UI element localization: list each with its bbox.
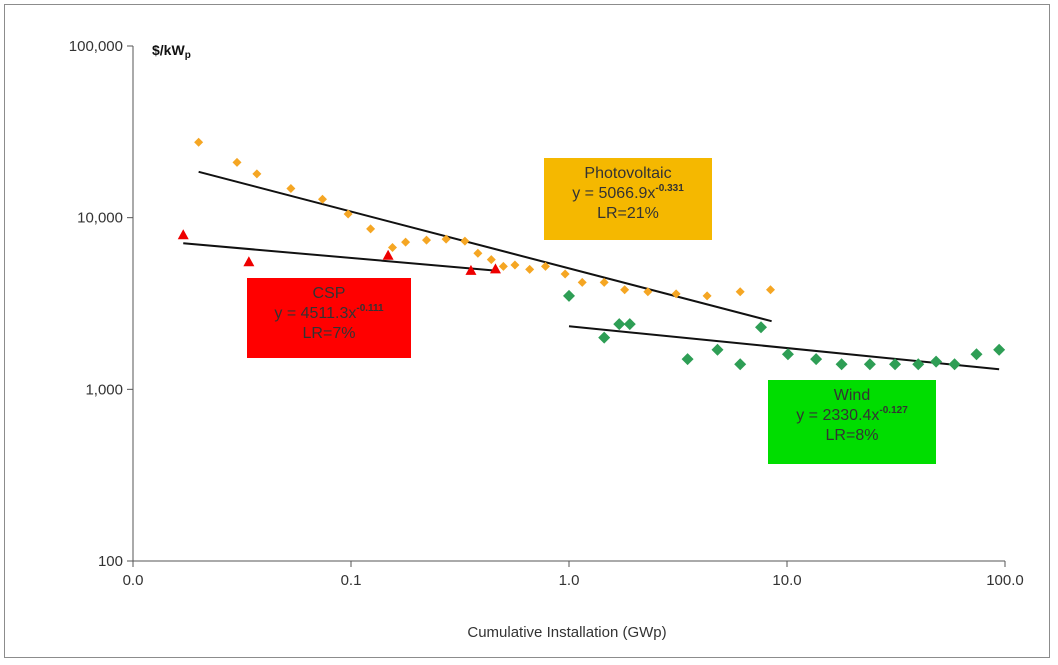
y-tick-label: 100 bbox=[98, 553, 123, 570]
csp-point bbox=[243, 256, 255, 267]
wind-point bbox=[930, 355, 943, 368]
csp-point bbox=[465, 264, 477, 275]
y-tick-label: 1,000 bbox=[85, 381, 123, 398]
photovoltaic-point bbox=[577, 277, 587, 287]
photovoltaic-point bbox=[232, 157, 242, 167]
photovoltaic-point bbox=[401, 237, 411, 247]
data-points bbox=[177, 137, 1006, 371]
wind-point bbox=[970, 348, 983, 361]
wind-point bbox=[863, 358, 876, 371]
wind-trendline bbox=[568, 325, 1000, 371]
photovoltaic-point bbox=[510, 260, 520, 270]
x-tick-label: 100.0 bbox=[986, 572, 1024, 589]
wind-point bbox=[734, 358, 747, 371]
csp-learning-rate: LR=7% bbox=[302, 325, 356, 342]
photovoltaic-point bbox=[599, 277, 609, 287]
photovoltaic-point bbox=[643, 287, 653, 297]
wind-point bbox=[623, 318, 636, 331]
photovoltaic-point bbox=[498, 261, 508, 271]
photovoltaic-point bbox=[387, 243, 397, 253]
wind-point bbox=[755, 321, 768, 334]
photovoltaic-point bbox=[620, 285, 630, 295]
photovoltaic-box-title: Photovoltaic bbox=[584, 165, 672, 182]
csp-point bbox=[382, 249, 394, 260]
wind-point bbox=[711, 343, 724, 356]
wind-learning-rate: LR=8% bbox=[825, 427, 879, 444]
photovoltaic-equation-box: Photovoltaic y = 5066.9x-0.331 LR=21% bbox=[544, 158, 712, 240]
photovoltaic-point bbox=[252, 169, 262, 179]
photovoltaic-point bbox=[441, 234, 451, 244]
csp-equation: y = 4511.3x-0.111 bbox=[274, 303, 384, 323]
photovoltaic-equation: y = 5066.9x-0.331 bbox=[572, 183, 684, 203]
photovoltaic-point bbox=[473, 248, 483, 258]
photovoltaic-point bbox=[343, 209, 353, 219]
photovoltaic-point bbox=[366, 224, 376, 234]
wind-point bbox=[781, 348, 794, 361]
x-tick-label: 0.1 bbox=[341, 572, 362, 589]
x-tick-label: 10.0 bbox=[772, 572, 801, 589]
x-tick-label: 1.0 bbox=[559, 572, 580, 589]
csp-point bbox=[177, 229, 189, 240]
y-tick-label: 10,000 bbox=[77, 210, 123, 227]
photovoltaic-point bbox=[486, 255, 496, 265]
wind-box-title: Wind bbox=[833, 387, 871, 404]
axes bbox=[127, 45, 1006, 567]
wind-point bbox=[889, 358, 902, 371]
chart-frame bbox=[4, 4, 1050, 658]
photovoltaic-point bbox=[671, 289, 681, 299]
photovoltaic-point bbox=[286, 183, 296, 193]
wind-point bbox=[613, 318, 626, 331]
photovoltaic-point bbox=[560, 269, 570, 279]
photovoltaic-point bbox=[765, 285, 775, 295]
y-axis-title: $/kWp bbox=[152, 42, 191, 61]
photovoltaic-point bbox=[422, 235, 432, 245]
y-tick-labels: 100 1,000 10,000 100,000 bbox=[69, 38, 123, 570]
wind-point bbox=[563, 289, 575, 302]
wind-point bbox=[948, 358, 961, 371]
photovoltaic-point bbox=[702, 291, 712, 301]
csp-box-title: CSP bbox=[312, 285, 346, 302]
photovoltaic-point bbox=[735, 287, 745, 297]
x-axis-title: Cumulative Installation (GWp) bbox=[467, 624, 666, 641]
wind-equation-box: Wind y = 2330.4x-0.127 LR=8% bbox=[768, 380, 936, 464]
photovoltaic-point bbox=[460, 236, 470, 246]
wind-point bbox=[598, 331, 611, 344]
wind-point bbox=[810, 353, 823, 366]
wind-point bbox=[835, 358, 848, 371]
x-tick-label: 0.0 bbox=[123, 572, 144, 589]
csp-trendline bbox=[183, 242, 496, 272]
photovoltaic-learning-rate: LR=21% bbox=[597, 205, 659, 222]
photovoltaic-point bbox=[317, 194, 327, 204]
photovoltaic-point bbox=[194, 137, 204, 147]
wind-point bbox=[681, 353, 694, 366]
csp-equation-box: CSP y = 4511.3x-0.111 LR=7% bbox=[247, 278, 411, 358]
photovoltaic-point bbox=[540, 261, 550, 271]
wind-point bbox=[993, 343, 1006, 356]
wind-point bbox=[912, 358, 925, 371]
y-tick-label: 100,000 bbox=[69, 38, 123, 55]
csp-point bbox=[489, 263, 501, 274]
x-tick-labels: 0.0 0.1 1.0 10.0 100.0 bbox=[123, 572, 1024, 589]
wind-equation: y = 2330.4x-0.127 bbox=[796, 405, 908, 425]
photovoltaic-point bbox=[525, 264, 535, 274]
